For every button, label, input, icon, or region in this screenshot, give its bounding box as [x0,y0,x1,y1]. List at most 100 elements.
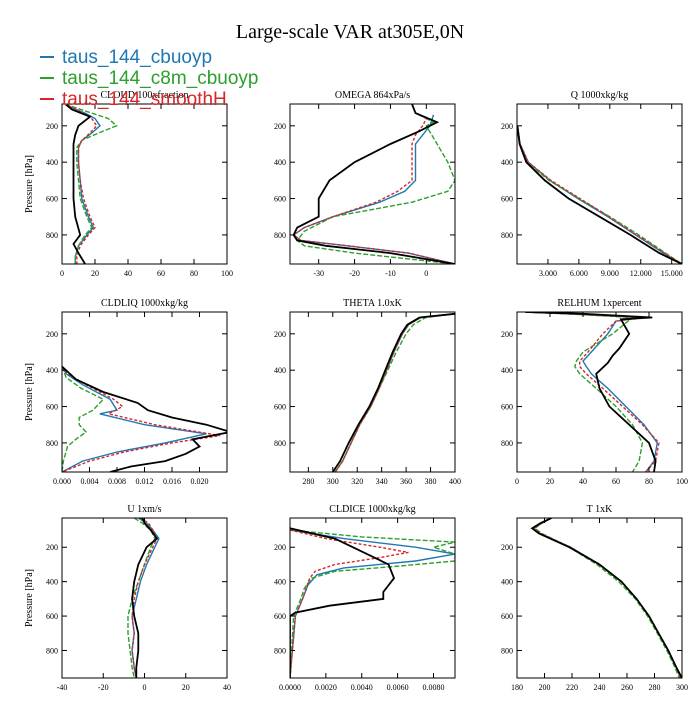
legend: taus_144_cbuoyptaus_144_c8m_cbuoyptaus_1… [40,47,258,110]
series-line [525,312,644,472]
plot-frame [61,311,228,473]
panel-title: CLDLIQ 1000xkg/kg [101,298,188,309]
y-tick-label: 200 [46,543,58,552]
y-tick-label: 400 [46,366,58,375]
series-line [62,366,207,472]
x-tick-label: 100 [221,269,233,278]
x-tick-label: 0.004 [81,477,99,486]
y-tick-label: 200 [501,122,513,131]
x-tick-label: 20 [182,683,190,692]
x-tick-label: 15.000 [661,269,683,278]
figure-title: Large-scale VAR at305E,0N [236,21,464,43]
panel-title: CLDICE 1000xkg/kg [329,504,415,515]
y-tick-label: 400 [274,366,286,375]
series-line [525,312,659,472]
y-tick-label: 800 [46,439,58,448]
panel: RELHUM 1xpercent 200 400 600 800 0 20 40 60 80 100 [501,298,688,486]
x-tick-label: 9.000 [601,269,619,278]
x-tick-label: 0.0040 [351,683,373,692]
x-tick-label: 40 [223,683,231,692]
series-line [334,313,455,472]
panel: CLDLIQ 1000xkg/kg 200 400 600 800 0.000 0.004 0… [24,298,228,486]
legend-label: taus_144_c8m_cbuoyp [62,68,258,89]
y-tick-label: 200 [501,543,513,552]
x-tick-label: 280 [302,477,314,486]
y-tick-label: 400 [46,578,58,587]
x-tick-label: 80 [645,477,653,486]
x-tick-label: 60 [157,269,165,278]
y-tick-label: 200 [274,122,286,131]
y-tick-label: 800 [46,646,58,655]
panel: CLOUD 100xfraction 200 400 600 800 0 20 40 60 80 1… [24,90,233,278]
y-tick-label: 400 [501,158,513,167]
x-tick-label: 0.016 [163,477,181,486]
x-tick-label: 80 [190,269,198,278]
series-line [525,312,660,472]
x-tick-label: -40 [57,683,68,692]
y-tick-label: 800 [501,439,513,448]
x-tick-label: 40 [124,269,132,278]
y-tick-label: 800 [274,646,286,655]
x-tick-label: -10 [385,269,396,278]
y-tick-label: 200 [274,543,286,552]
series-line [131,518,159,678]
series-line [532,518,682,678]
x-tick-label: 3.000 [539,269,557,278]
y-tick-label: 600 [501,403,513,412]
panel: CLDICE 1000xkg/kg 200 400 600 800 0.0000 0.002… [274,504,456,692]
series-line [292,112,455,264]
plot-frame [289,311,456,473]
y-tick-label: 800 [501,231,513,240]
y-tick-label: 200 [46,330,58,339]
x-tick-label: 20 [546,477,554,486]
series-line [65,104,118,264]
x-tick-label: 0 [424,269,428,278]
x-tick-label: 300 [327,477,339,486]
y-tick-label: 600 [46,195,58,204]
series-line [290,529,455,678]
series-line [332,312,455,472]
x-tick-label: 0 [515,477,519,486]
series-line [292,104,455,264]
y-tick-label: 600 [274,612,286,621]
series-line [296,114,455,264]
x-tick-label: 100 [676,477,688,486]
x-tick-label: 360 [400,477,412,486]
series-line [62,366,105,472]
y-tick-label: 600 [501,612,513,621]
panel: T 1xK 200 400 600 800 180 200 220 240 260 280 300 [501,504,688,692]
x-tick-label: 400 [449,477,461,486]
panel: OMEGA 864xPa/s 200 400 600 800 -30 -20 -10 0 [274,90,456,278]
plot-frame [289,517,456,679]
x-tick-label: 320 [351,477,363,486]
panel-title: U 1xm/s [127,504,161,515]
series-line [533,518,680,678]
x-tick-label: 0.0080 [422,683,444,692]
x-tick-label: 240 [594,683,606,692]
x-tick-label: 0 [60,269,64,278]
panel: THETA 1.0xK 200 400 600 800 280 300 320 340 360 38… [274,298,461,486]
y-tick-label: 800 [274,439,286,448]
x-tick-label: 220 [566,683,578,692]
series-line [64,104,92,264]
plot-frame [61,517,228,679]
y-tick-label: 800 [46,231,58,240]
y-tick-label: 600 [46,403,58,412]
y-axis-label: Pressure [hPa] [24,363,35,421]
series-line [517,125,682,264]
series-line [530,518,682,678]
x-tick-label: 0.0000 [279,683,301,692]
y-tick-label: 600 [274,195,286,204]
x-tick-label: 280 [649,683,661,692]
plot-frame [289,103,456,265]
x-tick-label: 260 [621,683,633,692]
legend-label: taus_144_cbuoyp [62,47,212,68]
series-line [290,527,396,678]
x-tick-label: 380 [425,477,437,486]
x-tick-label: 6.000 [570,269,588,278]
y-tick-label: 400 [274,578,286,587]
y-tick-label: 600 [501,195,513,204]
x-tick-label: 40 [579,477,587,486]
panel-title: CLOUD 100xfraction [100,90,188,101]
